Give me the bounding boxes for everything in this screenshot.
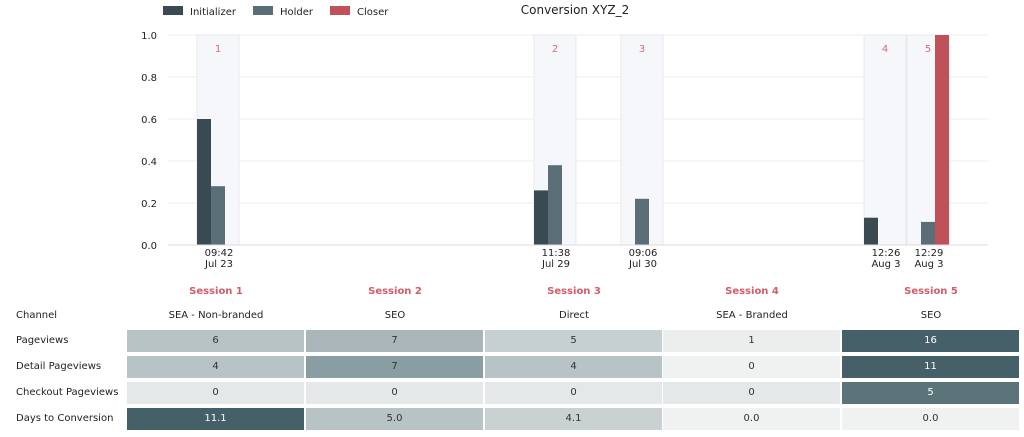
metric-label: Days to Conversion (16, 413, 114, 424)
session-number-label: 2 (552, 44, 558, 55)
x-tick-date: Jul 30 (628, 259, 657, 270)
channel-cell-3: Direct (559, 310, 589, 321)
session-header-row: Session 1 Session 2 Session 3 Session 4 … (0, 282, 1024, 302)
metric-cell: 11 (842, 356, 1020, 378)
channel-cell-2: SEO (384, 310, 406, 321)
chart-legend: Initializer Holder Closer (163, 6, 389, 18)
bar-initializer-session-1 (197, 119, 211, 245)
metric-cell: 11.1 (127, 408, 305, 430)
metric-cell: 5 (842, 382, 1020, 404)
x-tick-time: 09:42 (205, 248, 234, 259)
x-tick-date: Jul 29 (541, 259, 570, 270)
metric-row: Pageviews 6 7 5 1 16 (0, 330, 1024, 353)
metric-cell: 0 (663, 356, 841, 378)
metric-cell: 1 (663, 330, 841, 352)
y-tick-label: 0.2 (141, 199, 157, 210)
y-tick-label: 1.0 (141, 31, 157, 42)
metric-cell: 7 (306, 356, 484, 378)
conversion-chart: Initializer Holder Closer Conversion XYZ… (141, 3, 988, 270)
x-tick-date: Aug 3 (914, 259, 943, 270)
metric-cell: 0 (485, 382, 663, 404)
session-number-label: 4 (882, 44, 888, 55)
session-header-2: Session 2 (368, 286, 422, 297)
session-number-label: 3 (639, 44, 645, 55)
metric-row: Detail Pageviews 4 7 4 0 11 (0, 356, 1024, 379)
metric-label: Checkout Pageviews (16, 387, 119, 398)
metric-label: Detail Pageviews (16, 361, 102, 372)
channel-cell-5: SEO (920, 310, 942, 321)
bar-holder-session-1 (211, 186, 225, 245)
metric-cell: 4.1 (485, 408, 663, 430)
session-header-4: Session 4 (725, 286, 779, 297)
y-tick-label: 0.4 (141, 157, 157, 168)
channel-cell-4: SEA - Branded (716, 310, 788, 321)
y-tick-label: 0.8 (141, 73, 157, 84)
metric-cell: 7 (306, 330, 484, 352)
metric-cell: 0.0 (663, 408, 841, 430)
metric-cell: 0 (306, 382, 484, 404)
legend-swatch-closer (330, 6, 350, 15)
metric-row: Days to Conversion 11.1 5.0 4.1 0.0 0.0 (0, 408, 1024, 431)
legend-label-closer: Closer (357, 7, 389, 18)
bar-holder-session-3 (635, 198, 649, 245)
legend-swatch-initializer (163, 6, 183, 15)
metric-cell: 0 (127, 382, 305, 404)
bar-initializer-session-2 (534, 190, 548, 245)
session-band-4 (863, 34, 907, 246)
y-tick-label: 0.6 (141, 115, 157, 126)
y-tick-label: 0.0 (141, 241, 157, 252)
bar-holder-session-2 (548, 165, 562, 245)
x-tick-date: Jul 23 (204, 259, 233, 270)
x-tick-time: 11:38 (542, 248, 571, 259)
x-tick-time: 09:06 (629, 248, 658, 259)
session-header-3: Session 3 (547, 286, 601, 297)
channel-label: Channel (16, 310, 58, 321)
metric-cell: 4 (127, 356, 305, 378)
metric-cell: 5.0 (306, 408, 484, 430)
legend-label-holder: Holder (280, 7, 314, 18)
session-header-1: Session 1 (189, 286, 243, 297)
bar-closer-session-5 (935, 35, 949, 245)
bar-initializer-session-4 (864, 217, 878, 245)
x-tick-time: 12:26 (872, 248, 901, 259)
session-number-label: 5 (925, 44, 931, 55)
metric-cell: 0 (663, 382, 841, 404)
metric-cell: 16 (842, 330, 1020, 352)
metric-cell: 0.0 (842, 408, 1020, 430)
x-tick-date: Aug 3 (871, 259, 900, 270)
metric-cell: 4 (485, 356, 663, 378)
chart-title: Conversion XYZ_2 (521, 3, 630, 17)
channel-row: Channel SEA - Non-branded SEO Direct SEA… (0, 306, 1024, 326)
session-number-label: 1 (215, 44, 221, 55)
metric-label: Pageviews (16, 335, 69, 346)
session-header-5: Session 5 (904, 286, 958, 297)
x-tick-time: 12:29 (915, 248, 944, 259)
bar-holder-session-5 (921, 221, 935, 245)
metric-row: Checkout Pageviews 0 0 0 0 5 (0, 382, 1024, 405)
legend-swatch-holder (253, 6, 273, 15)
channel-cell-1: SEA - Non-branded (168, 310, 264, 321)
legend-label-initializer: Initializer (190, 7, 237, 18)
metric-cell: 6 (127, 330, 305, 352)
metric-cell: 5 (485, 330, 663, 352)
